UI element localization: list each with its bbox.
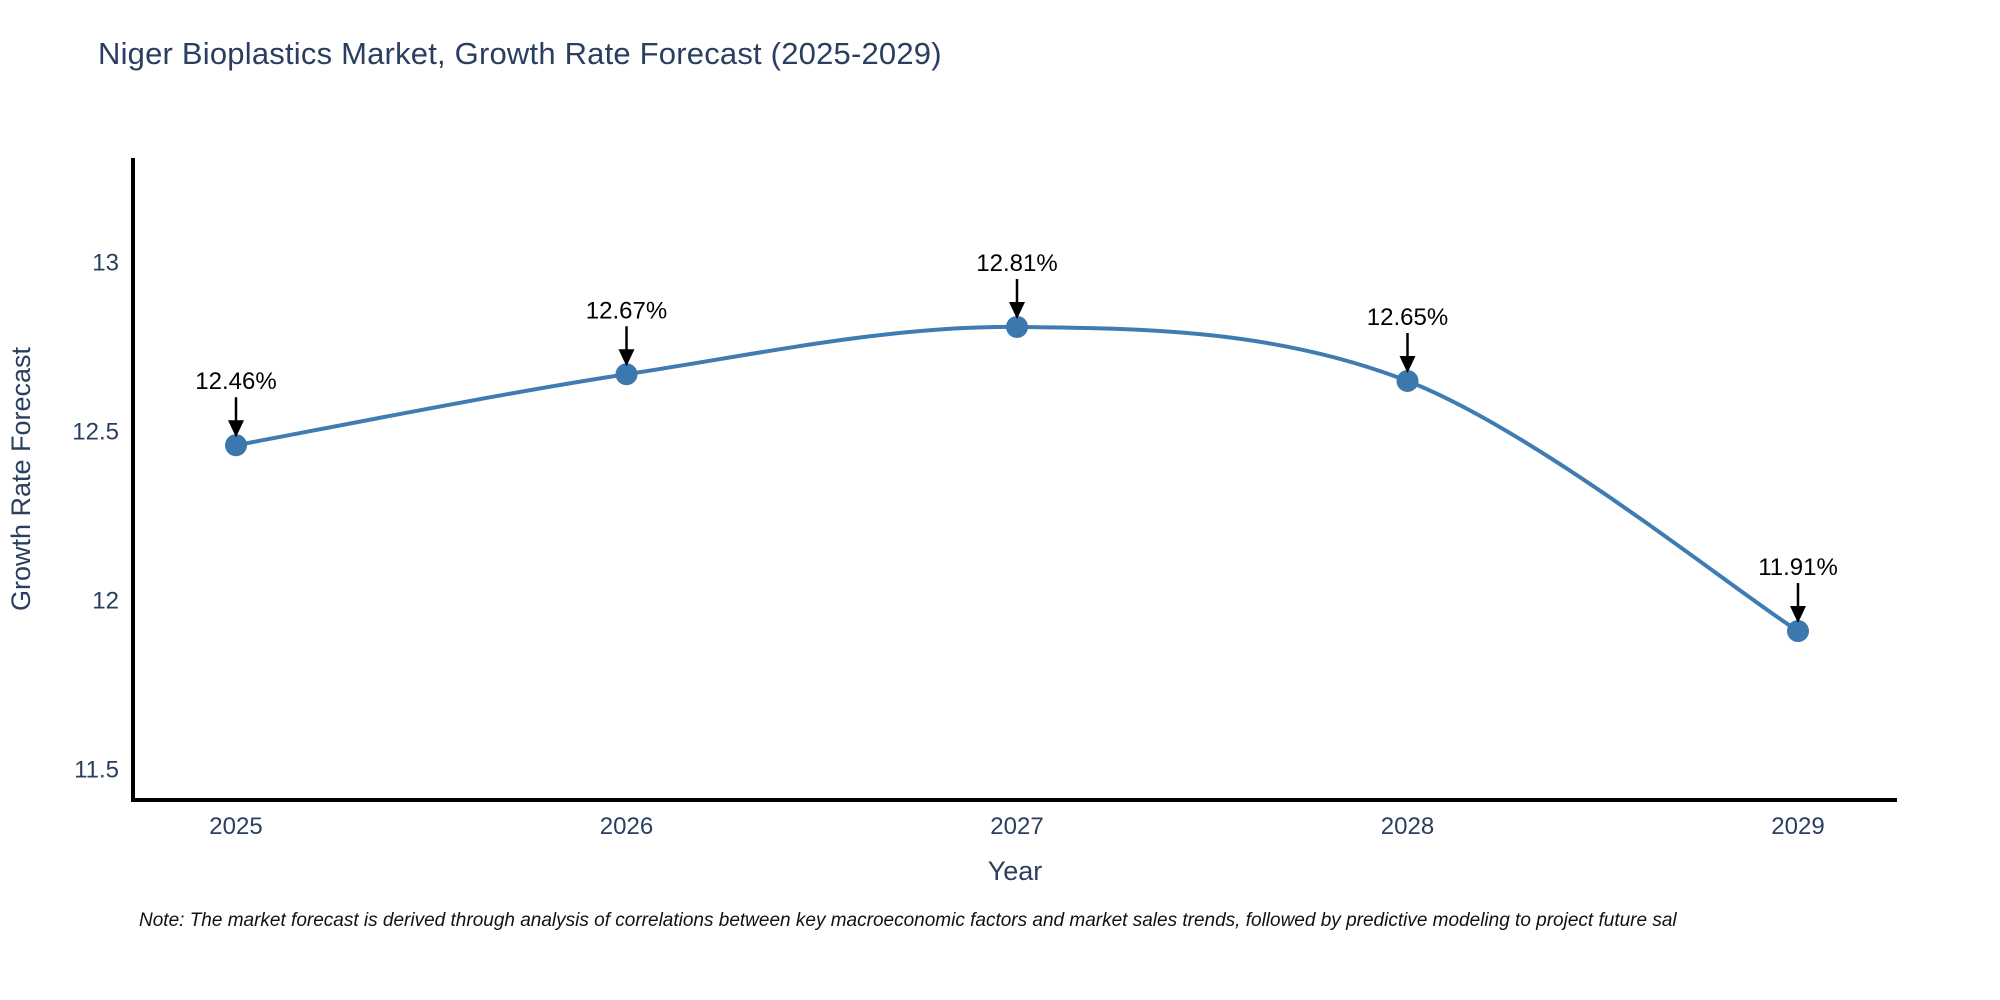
data-point	[225, 434, 247, 457]
forecast-line	[234, 324, 1800, 634]
x-tick-label: 2028	[1381, 813, 1434, 840]
y-tick-label: 12	[92, 588, 119, 615]
annotation-arrowhead	[618, 349, 635, 367]
footnote: Note: The market forecast is derived thr…	[139, 910, 1677, 931]
y-tick-label: 13	[92, 250, 119, 277]
annotation-arrowhead	[228, 420, 244, 438]
annotation-arrowhead	[1009, 301, 1025, 319]
annotation-arrowhead	[1790, 606, 1806, 624]
x-tick-label: 2027	[990, 813, 1043, 840]
chart-plot-area: 11.5 12 12.5 13 2025 2026 2027 2028 2029 12.46% 12…	[72, 158, 1897, 840]
annotation-arrowhead	[1399, 356, 1416, 374]
x-tick-label: 2025	[209, 813, 262, 840]
data-point	[1787, 620, 1809, 643]
y-axis-title: Growth Rate Forecast	[6, 346, 36, 611]
data-point-label: 11.91%	[1758, 554, 1838, 581]
data-point	[615, 363, 638, 386]
data-point	[1396, 370, 1419, 393]
y-tick-label: 11.5	[74, 757, 119, 784]
x-tick-label: 2029	[1771, 813, 1824, 840]
data-point-label: 12.67%	[586, 297, 667, 324]
chart-title: Niger Bioplastics Market, Growth Rate Fo…	[98, 36, 942, 71]
x-axis-title: Year	[988, 856, 1043, 886]
data-point-label: 12.81%	[976, 250, 1057, 277]
data-point-label: 12.65%	[1367, 304, 1448, 331]
data-point	[1006, 315, 1028, 338]
x-tick-label: 2026	[600, 813, 653, 840]
y-tick-label: 12.5	[72, 419, 119, 446]
data-point-label: 12.46%	[195, 368, 276, 395]
